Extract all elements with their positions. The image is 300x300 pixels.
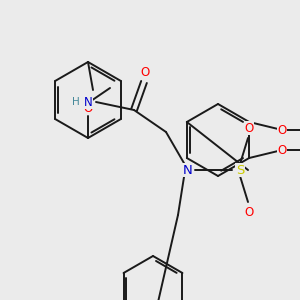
Text: O: O [83,101,93,115]
Text: O: O [278,143,287,157]
Text: S: S [236,164,244,176]
Text: H: H [72,97,80,107]
Text: O: O [278,124,287,136]
Text: N: N [183,164,193,176]
Text: O: O [244,122,253,134]
Text: O: O [140,65,150,79]
Text: O: O [244,206,253,218]
Text: N: N [84,95,92,109]
